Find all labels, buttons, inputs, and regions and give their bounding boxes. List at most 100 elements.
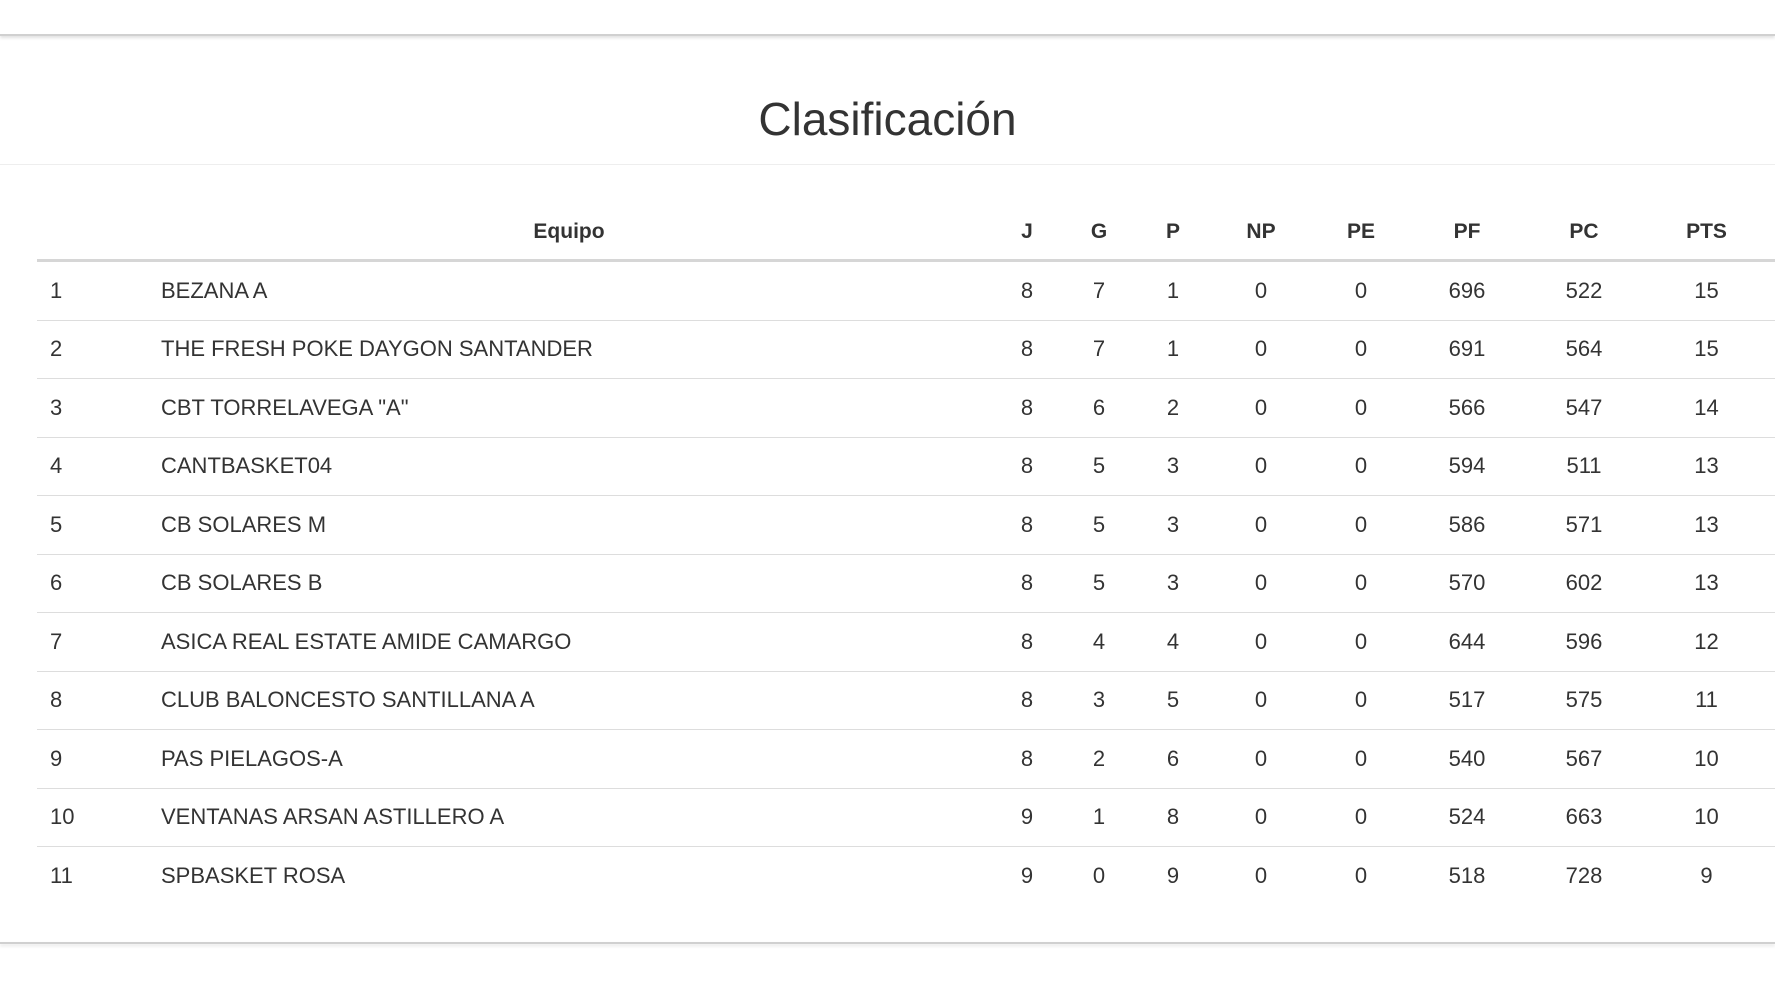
- cell-points: 9: [1700, 862, 1713, 888]
- table-row: 1 BEZANA A 8 7 1 0 0 696 522 15: [37, 260, 1775, 321]
- cell-rank: 3: [37, 378, 140, 438]
- cell-played: 8: [998, 612, 1056, 672]
- table-row: 11 SPBASKET ROSA 9 0 9 0 0 518 728 9: [37, 847, 1775, 905]
- cell-not-played: 0: [1204, 320, 1318, 379]
- cell-team: THE FRESH POKE DAYGON SANTANDER: [140, 320, 998, 379]
- cell-points-for: 540: [1404, 729, 1530, 789]
- cell-pe: 0: [1318, 554, 1404, 613]
- cell-lost: 1: [1142, 320, 1204, 379]
- column-header-lost: P: [1142, 205, 1204, 262]
- cell-points: 15: [1638, 260, 1775, 321]
- cell-team: PAS PIELAGOS-A: [140, 729, 998, 789]
- cell-team: ASICA REAL ESTATE AMIDE CAMARGO: [140, 612, 998, 672]
- cell-points-for: 518: [1448, 862, 1486, 888]
- cell-points-against: 728: [1565, 862, 1603, 888]
- cell-pe: 0: [1318, 788, 1404, 847]
- cell-team: CLUB BALONCESTO SANTILLANA A: [140, 671, 998, 730]
- cell-pe: 0: [1318, 320, 1404, 379]
- column-header-rank: [37, 205, 140, 262]
- cell-played: 9: [1020, 862, 1034, 888]
- cell-rank: 8: [37, 671, 140, 730]
- cell-lost: 5: [1142, 671, 1204, 730]
- cell-won: 4: [1056, 612, 1142, 672]
- cell-points: 11: [1638, 671, 1775, 730]
- cell-not-played: 0: [1204, 729, 1318, 789]
- cell-not-played: 0: [1204, 495, 1318, 555]
- cell-points: 13: [1638, 495, 1775, 555]
- cell-points-for: 566: [1404, 378, 1530, 438]
- cell-points-for: 594: [1404, 437, 1530, 496]
- cell-points: 13: [1638, 554, 1775, 613]
- cell-lost: 6: [1142, 729, 1204, 789]
- cell-won: 5: [1056, 554, 1142, 613]
- table-row: 9 PAS PIELAGOS-A 8 2 6 0 0 540 567 10: [37, 729, 1775, 789]
- column-header-won: G: [1056, 205, 1142, 262]
- table-header-row: Equipo J G P NP PE PF PC PTS: [37, 205, 1775, 262]
- cell-team: VENTANAS ARSAN ASTILLERO A: [140, 788, 998, 847]
- cell-points-against: 522: [1530, 260, 1638, 321]
- cell-points-against: 571: [1530, 495, 1638, 555]
- cell-points-against: 602: [1530, 554, 1638, 613]
- cell-not-played: 0: [1204, 437, 1318, 496]
- cell-lost: 9: [1166, 862, 1180, 888]
- cell-points: 13: [1638, 437, 1775, 496]
- cell-team: BEZANA A: [140, 260, 998, 321]
- column-header-played: J: [998, 205, 1056, 262]
- bottom-border: [0, 942, 1775, 944]
- column-header-points-for: PF: [1404, 205, 1530, 262]
- cell-points-for: 517: [1404, 671, 1530, 730]
- top-header-bar: [0, 0, 1775, 36]
- table-row: 7 ASICA REAL ESTATE AMIDE CAMARGO 8 4 4 0 0 644…: [37, 612, 1775, 672]
- cell-not-played: 0: [1204, 671, 1318, 730]
- cell-points-against: 663: [1530, 788, 1638, 847]
- cell-won: 1: [1056, 788, 1142, 847]
- cell-rank: 9: [37, 729, 140, 789]
- divider: [0, 164, 1775, 165]
- cell-points-against: 567: [1530, 729, 1638, 789]
- page-title: Clasificación: [758, 93, 1017, 145]
- cell-rank: 2: [37, 320, 140, 379]
- table-row: 10 VENTANAS ARSAN ASTILLERO A 9 1 8 0 0 524 663 1…: [37, 788, 1775, 847]
- cell-not-played: 0: [1204, 554, 1318, 613]
- cell-not-played: 0: [1204, 612, 1318, 672]
- cell-pe: 0: [1318, 495, 1404, 555]
- cell-pe: 0: [1318, 378, 1404, 438]
- cell-pe: 0: [1354, 862, 1368, 888]
- table-row: 5 CB SOLARES M 8 5 3 0 0 586 571 13: [37, 495, 1775, 555]
- table-row: 2 THE FRESH POKE DAYGON SANTANDER 8 7 1 0 0 691…: [37, 320, 1775, 379]
- column-header-team: Equipo: [140, 205, 998, 262]
- cell-won: 3: [1056, 671, 1142, 730]
- cell-points-against: 596: [1530, 612, 1638, 672]
- cell-points-for: 570: [1404, 554, 1530, 613]
- cell-pe: 0: [1318, 612, 1404, 672]
- cell-played: 8: [998, 437, 1056, 496]
- cell-lost: 3: [1142, 554, 1204, 613]
- column-header-points-against: PC: [1530, 205, 1638, 262]
- cell-pe: 0: [1318, 671, 1404, 730]
- cell-points-for: 644: [1404, 612, 1530, 672]
- cell-points: 10: [1638, 788, 1775, 847]
- cell-points: 14: [1638, 378, 1775, 438]
- cell-points-for: 691: [1404, 320, 1530, 379]
- cell-won: 7: [1056, 320, 1142, 379]
- cell-rank: 11: [50, 862, 73, 888]
- column-header-not-played: NP: [1204, 205, 1318, 262]
- cell-played: 8: [998, 495, 1056, 555]
- cell-lost: 1: [1142, 260, 1204, 321]
- cell-won: 0: [1092, 862, 1106, 888]
- cell-lost: 4: [1142, 612, 1204, 672]
- table-row: 4 CANTBASKET04 8 5 3 0 0 594 511 13: [37, 437, 1775, 496]
- cell-not-played: 0: [1204, 788, 1318, 847]
- cell-points: 10: [1638, 729, 1775, 789]
- cell-team: CB SOLARES B: [140, 554, 998, 613]
- cell-lost: 3: [1142, 437, 1204, 496]
- cell-pe: 0: [1318, 260, 1404, 321]
- cell-played: 9: [998, 788, 1056, 847]
- cell-rank: 4: [37, 437, 140, 496]
- cell-won: 7: [1056, 260, 1142, 321]
- cell-points-for: 586: [1404, 495, 1530, 555]
- cell-lost: 2: [1142, 378, 1204, 438]
- cell-played: 8: [998, 554, 1056, 613]
- cell-rank: 5: [37, 495, 140, 555]
- cell-played: 8: [998, 671, 1056, 730]
